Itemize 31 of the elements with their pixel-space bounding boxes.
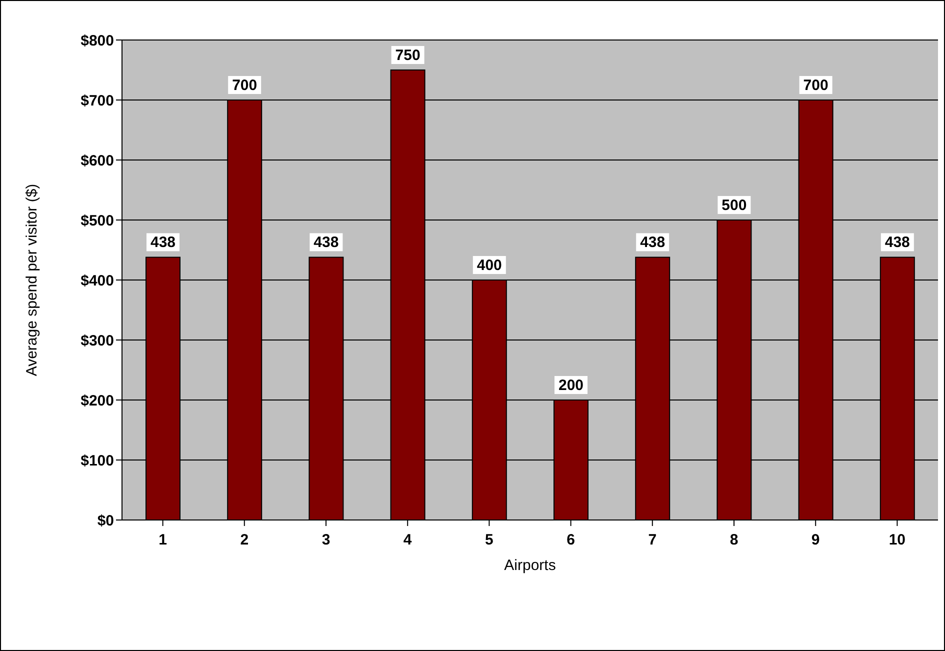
y-tick-label: $200 bbox=[80, 392, 114, 410]
data-label: 438 bbox=[640, 234, 666, 252]
x-tick-label: 5 bbox=[485, 532, 494, 549]
data-label: 750 bbox=[395, 47, 420, 64]
y-tick-label: $500 bbox=[80, 212, 114, 230]
y-tick-label: $600 bbox=[80, 152, 114, 170]
x-tick-label: 9 bbox=[811, 532, 820, 549]
x-tick-label: 4 bbox=[403, 532, 412, 549]
x-tick-label: 1 bbox=[158, 532, 167, 549]
x-tick-label: 2 bbox=[240, 532, 249, 549]
x-tick-label: 6 bbox=[566, 532, 575, 549]
data-label: 500 bbox=[722, 197, 747, 214]
data-label: 700 bbox=[803, 77, 828, 94]
y-tick-label: $700 bbox=[80, 92, 114, 110]
x-tick-label: 10 bbox=[888, 532, 906, 549]
y-tick-label: $0 bbox=[97, 512, 114, 530]
y-axis-title: Average spend per visitor ($) bbox=[23, 184, 40, 376]
data-label: 400 bbox=[476, 257, 502, 274]
y-tick-label: $100 bbox=[80, 452, 114, 470]
y-tick-label: $300 bbox=[80, 332, 114, 350]
data-label: 200 bbox=[558, 377, 584, 394]
x-tick-label: 7 bbox=[648, 532, 657, 549]
x-axis-title: Airports bbox=[504, 557, 556, 574]
x-tick-label: 8 bbox=[730, 532, 738, 549]
data-label: 438 bbox=[150, 234, 176, 252]
data-label: 438 bbox=[884, 234, 910, 252]
data-label: 438 bbox=[314, 234, 339, 252]
y-tick-label: $800 bbox=[80, 32, 114, 50]
x-tick-label: 3 bbox=[322, 532, 330, 549]
y-tick-label: $400 bbox=[80, 272, 114, 290]
data-label: 700 bbox=[232, 77, 258, 94]
